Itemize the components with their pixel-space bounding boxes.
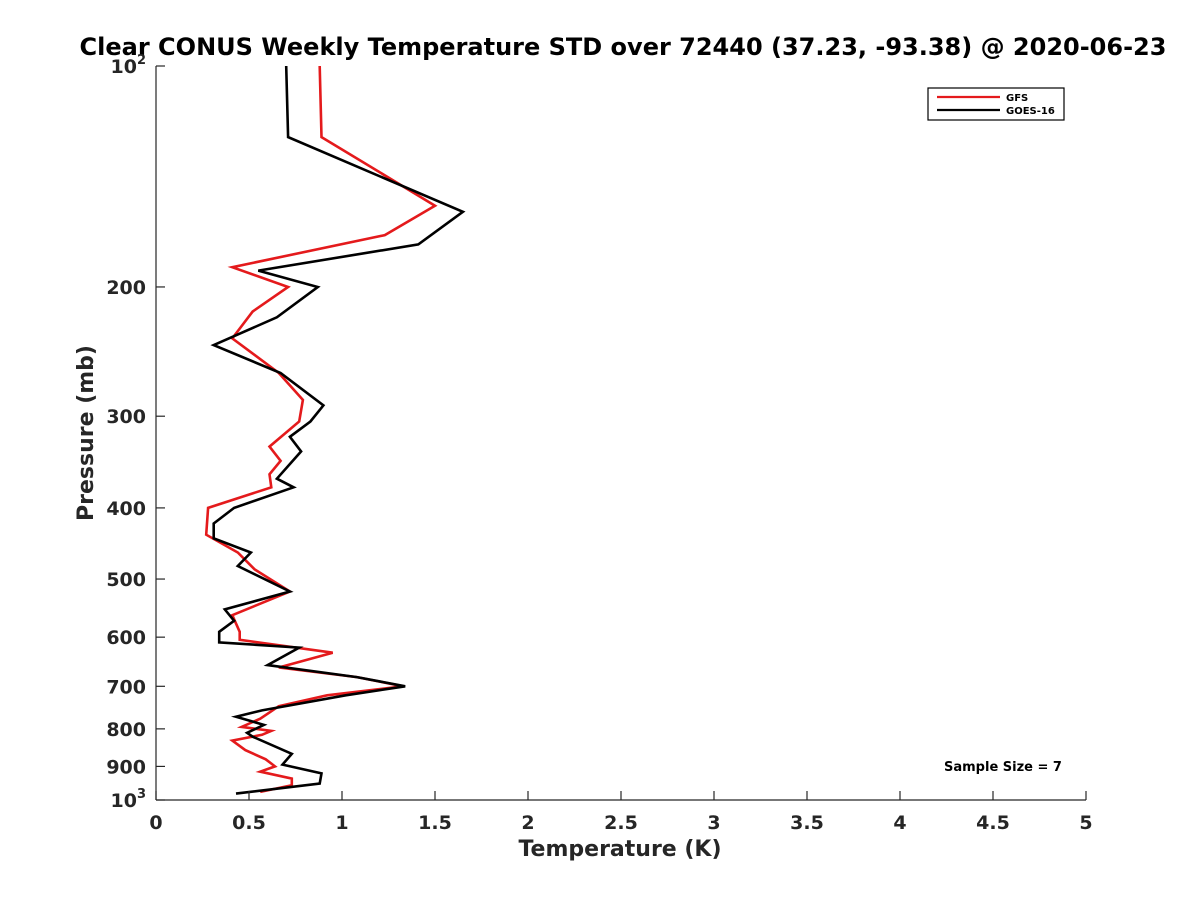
y-tick-label: 200	[106, 277, 146, 299]
x-tick-label: 1.5	[418, 812, 452, 834]
x-tick-label: 5	[1079, 812, 1092, 834]
y-tick-label: 500	[106, 569, 146, 591]
x-tick-label: 0	[149, 812, 162, 834]
x-tick-label: 4.5	[976, 812, 1010, 834]
legend-label-gfs: GFS	[1006, 93, 1028, 104]
series-line-goes-16	[210, 65, 466, 795]
y-tick-label: 900	[106, 756, 146, 778]
legend-box	[927, 87, 1065, 121]
sample-size-annotation: Sample Size = 7	[944, 760, 1062, 775]
chart-title: Clear CONUS Weekly Temperature STD over …	[80, 33, 1167, 61]
x-tick-label: 3.5	[790, 812, 824, 834]
y-axis-label: Pressure (mb)	[74, 345, 99, 521]
x-ticks: 0 0.5 1 1.5 2 2.5 3 3.5 4 4.5 5	[149, 791, 1093, 834]
series-layer	[204, 65, 466, 795]
x-tick-label: 2	[521, 812, 534, 834]
x-tick-label: 3	[707, 812, 720, 834]
y-tick-label: 600	[106, 627, 146, 649]
y-tick-label: 400	[106, 498, 146, 520]
legend: GFS GOES-16	[927, 87, 1065, 121]
y-tick-label: 102	[111, 53, 147, 78]
x-tick-label: 1	[335, 812, 348, 834]
x-tick-label: 0.5	[232, 812, 266, 834]
y-tick-label: 800	[106, 719, 146, 741]
y-tick-label: 700	[106, 676, 146, 698]
x-tick-label: 2.5	[604, 812, 638, 834]
y-tick-label: 103	[111, 787, 147, 812]
legend-label-goes-16: GOES-16	[1006, 106, 1055, 117]
x-tick-label: 4	[893, 812, 906, 834]
x-axis-label: Temperature (K)	[518, 837, 721, 862]
y-ticks: 102 200 300 400 500 600 700 800 900 103	[106, 53, 165, 812]
series-line-gfs	[204, 65, 438, 794]
y-tick-label: 300	[106, 406, 146, 428]
